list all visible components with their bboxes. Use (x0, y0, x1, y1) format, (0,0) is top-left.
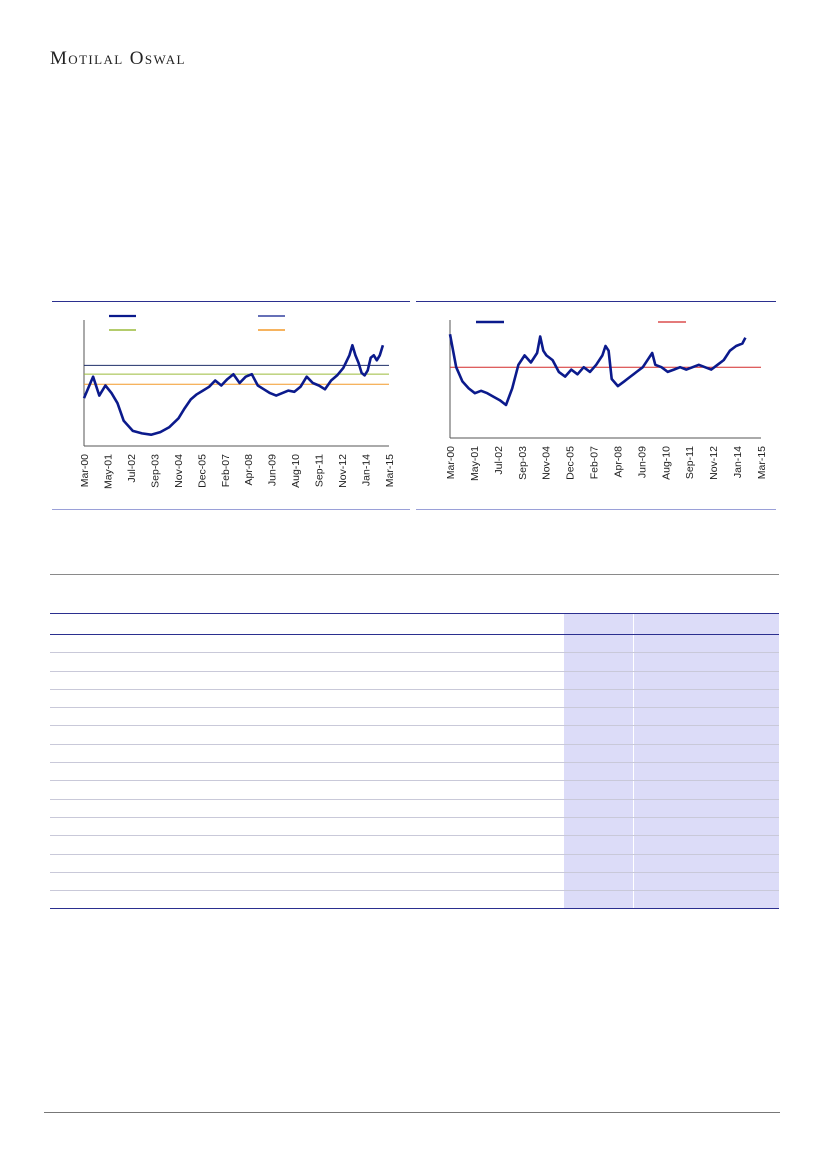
x-tick-label: Apr-08 (612, 446, 624, 478)
table-row (50, 708, 779, 727)
x-tick-label: Jan-14 (361, 454, 373, 486)
x-tick-label: May-01 (469, 446, 481, 481)
highlight-cell (634, 836, 779, 854)
highlight-cell (564, 799, 633, 817)
data-table (50, 574, 779, 910)
highlight-cell (564, 872, 633, 891)
data-table-body (50, 613, 779, 910)
highlight-cell (564, 781, 633, 799)
table-row (50, 763, 779, 782)
highlight-cell (634, 635, 779, 653)
chart-panel-left: Mar-00 May-01 Jul-02 Sep-03 Nov-04 Dec-05 Feb-… (52, 301, 410, 510)
highlight-cell (634, 614, 779, 634)
x-tick-label: Nov-04 (173, 454, 185, 488)
x-tick-label: Jul-02 (493, 446, 505, 475)
highlight-cell (634, 817, 779, 836)
x-tick-label: Dec-05 (565, 446, 577, 480)
x-tick-label: Sep-11 (684, 446, 696, 479)
highlight-cell (564, 891, 633, 909)
highlight-cell (564, 689, 633, 708)
x-tick-label: Aug-10 (660, 446, 672, 480)
highlight-cell (564, 763, 633, 781)
series-line-0 (448, 333, 747, 407)
table-row (50, 726, 779, 745)
x-tick-label: Mar-15 (756, 446, 768, 479)
table-row (50, 671, 779, 690)
highlight-cell (634, 726, 779, 744)
table-row (50, 854, 779, 873)
highlight-cell (634, 891, 779, 909)
x-tick-label: Jun-09 (636, 446, 648, 478)
highlight-cell (634, 744, 779, 763)
highlight-cell (634, 763, 779, 781)
x-tick-label: May-01 (102, 454, 114, 489)
x-tick-label: Sep-03 (517, 446, 529, 480)
highlight-cell (634, 708, 779, 726)
x-tick-label: Jan-14 (732, 446, 744, 478)
x-tick-label: Feb-07 (220, 454, 232, 487)
series-line-0 (82, 343, 385, 436)
highlight-cell (564, 614, 633, 634)
highlight-cell (634, 781, 779, 799)
table-row (50, 872, 779, 892)
x-tick-label: Nov-12 (337, 454, 349, 488)
highlight-cell (634, 653, 779, 671)
x-tick-label: Sep-03 (149, 454, 161, 488)
highlight-cell (634, 799, 779, 817)
table-row (50, 689, 779, 709)
highlight-cell (564, 708, 633, 726)
highlight-cell (564, 817, 633, 836)
highlight-cell (564, 653, 633, 671)
footer-rule (44, 1112, 780, 1113)
table-row (50, 817, 779, 837)
highlight-cell (634, 872, 779, 891)
x-tick-label: Feb-07 (589, 446, 601, 479)
table-row (50, 799, 779, 818)
x-tick-label: Mar-00 (445, 446, 457, 479)
table-row (50, 744, 779, 764)
highlight-cell (564, 744, 633, 763)
table-row (50, 781, 779, 800)
x-tick-label: Nov-04 (541, 446, 553, 480)
highlight-cell (634, 854, 779, 872)
highlight-cell (564, 836, 633, 854)
table-row (50, 836, 779, 855)
brand-logo: Motilal Oswal (50, 48, 186, 69)
x-tick-label: Mar-15 (384, 454, 396, 487)
x-tick-label: Sep-11 (314, 454, 326, 487)
chart-right: Mar-00 May-01 Jul-02 Sep-03 Nov-04 Dec-05 Feb-… (445, 320, 768, 481)
x-tick-label: Jun-09 (267, 454, 279, 486)
table-row (50, 891, 779, 910)
table-row (50, 653, 779, 672)
x-tick-label: Jul-02 (126, 454, 138, 483)
chart-panel-right: Mar-00 May-01 Jul-02 Sep-03 Nov-04 Dec-05 Feb-… (416, 301, 776, 510)
highlight-cell (634, 689, 779, 708)
chart-left: Mar-00 May-01 Jul-02 Sep-03 Nov-04 Dec-05 Feb-… (79, 314, 396, 489)
x-tick-label: Aug-10 (290, 454, 302, 488)
highlight-cell (564, 854, 633, 872)
x-tick-label: Apr-08 (243, 454, 255, 486)
highlight-cell (564, 671, 633, 689)
x-tick-label: Nov-12 (708, 446, 720, 480)
x-tick-label: Mar-00 (79, 454, 91, 487)
x-tick-label: Dec-05 (196, 454, 208, 488)
highlight-cell (564, 635, 633, 653)
table-header-row (50, 613, 779, 635)
table-row (50, 635, 779, 654)
highlight-cell (634, 671, 779, 689)
highlight-cell (564, 726, 633, 744)
